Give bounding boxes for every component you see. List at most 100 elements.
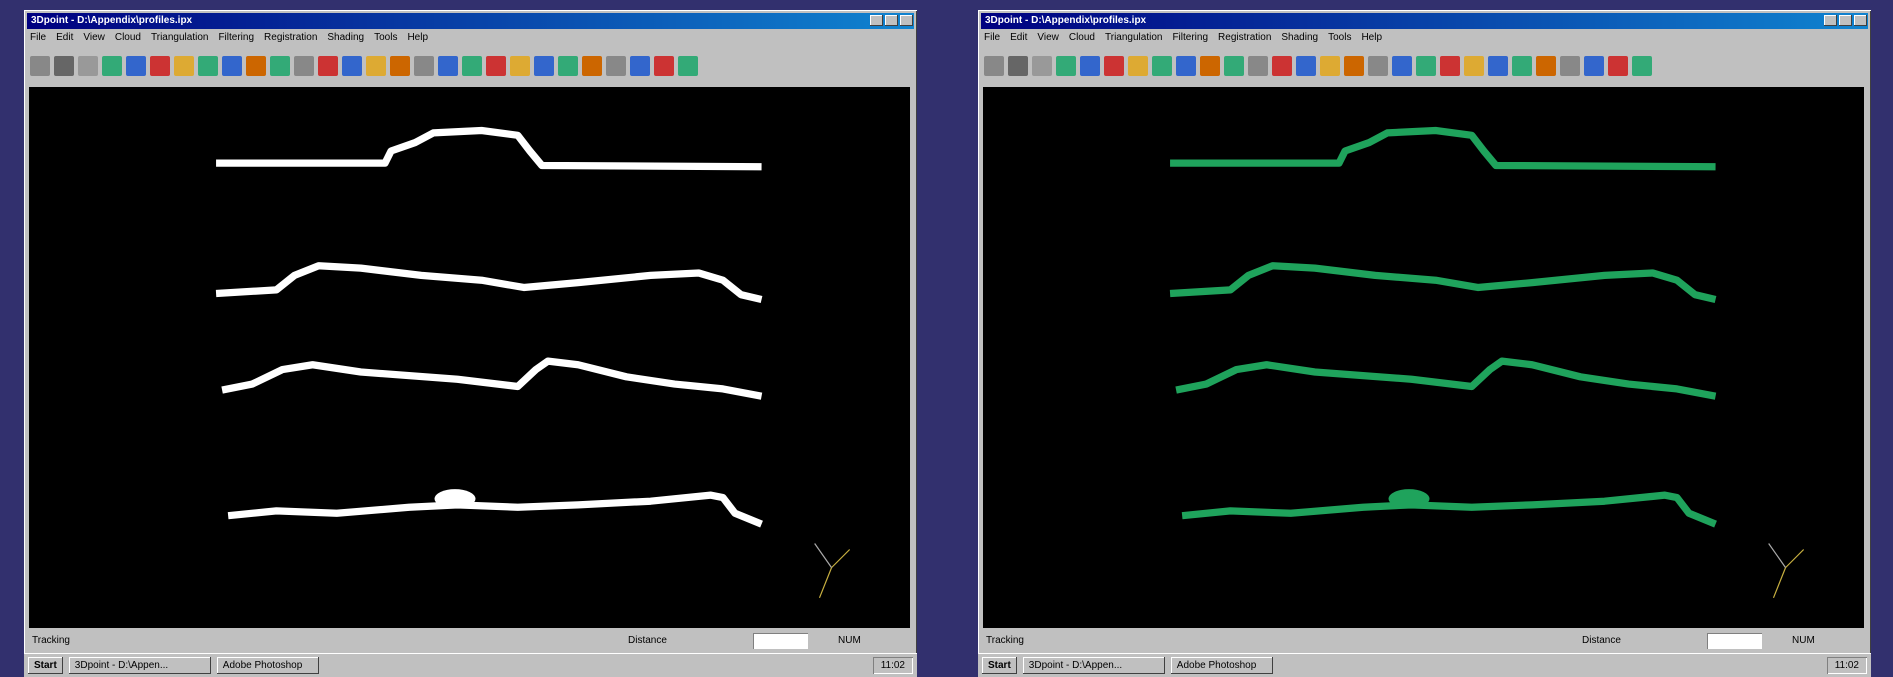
tool-button[interactable] [606, 56, 626, 76]
minimize-button[interactable] [1824, 15, 1837, 26]
menu-item[interactable]: Filtering [218, 32, 255, 43]
menu-item[interactable]: Cloud [114, 32, 141, 43]
tool-button[interactable] [1200, 56, 1220, 76]
tool-button[interactable] [246, 56, 266, 76]
close-button[interactable] [900, 15, 913, 26]
tool-button[interactable] [654, 56, 674, 76]
menu-item[interactable]: Filtering [1172, 32, 1209, 43]
task-button[interactable]: Adobe Photoshop [217, 657, 319, 674]
tool-button[interactable] [438, 56, 458, 76]
menu-item[interactable]: View [83, 32, 105, 43]
tool-button[interactable] [630, 56, 650, 76]
tool-button[interactable] [78, 56, 98, 76]
menu-item[interactable]: Triangulation [1105, 32, 1163, 43]
menu-item[interactable]: File [984, 32, 1001, 43]
tool-button[interactable] [1032, 56, 1052, 76]
menu-item[interactable]: Edit [56, 32, 74, 43]
tool-button[interactable] [984, 56, 1004, 76]
tool-button[interactable] [222, 56, 242, 76]
menu-item[interactable]: File [30, 32, 47, 43]
tool-button[interactable] [126, 56, 146, 76]
menu-item[interactable]: Cloud [1068, 32, 1095, 43]
profile [227, 491, 763, 528]
tool-button[interactable] [462, 56, 482, 76]
tool-button[interactable] [1224, 56, 1244, 76]
tool-button[interactable] [1560, 56, 1580, 76]
close-button[interactable] [1854, 15, 1867, 26]
start-button[interactable]: Start [982, 657, 1017, 674]
tool-button[interactable] [318, 56, 338, 76]
menu-item[interactable]: Edit [1010, 32, 1028, 43]
task-button[interactable]: 3Dpoint - D:\Appen... [1023, 657, 1165, 674]
menu-item[interactable]: Triangulation [151, 32, 209, 43]
tool-button[interactable] [1152, 56, 1172, 76]
tool-button[interactable] [1416, 56, 1436, 76]
tool-button[interactable] [54, 56, 74, 76]
task-button[interactable]: 3Dpoint - D:\Appen... [69, 657, 211, 674]
tool-button[interactable] [414, 56, 434, 76]
tool-button[interactable] [1464, 56, 1484, 76]
tool-button[interactable] [1008, 56, 1028, 76]
tool-button[interactable] [1488, 56, 1508, 76]
tool-button[interactable] [174, 56, 194, 76]
tool-button[interactable] [1392, 56, 1412, 76]
tool-button[interactable] [1320, 56, 1340, 76]
tool-button[interactable] [1128, 56, 1148, 76]
maximize-button[interactable] [1839, 15, 1852, 26]
tool-button[interactable] [1512, 56, 1532, 76]
tool-button[interactable] [270, 56, 290, 76]
tool-button[interactable] [1080, 56, 1100, 76]
tool-button[interactable] [582, 56, 602, 76]
tool-button[interactable] [1248, 56, 1268, 76]
profile-view [1169, 126, 1805, 599]
tool-button[interactable] [678, 56, 698, 76]
tool-button[interactable] [150, 56, 170, 76]
tool-button[interactable] [1344, 56, 1364, 76]
clock: 11:02 [1827, 657, 1867, 674]
viewport [29, 87, 910, 628]
clock: 11:02 [873, 657, 913, 674]
maximize-button[interactable] [885, 15, 898, 26]
tool-button[interactable] [1440, 56, 1460, 76]
tool-button[interactable] [102, 56, 122, 76]
menu-item[interactable]: Help [407, 32, 429, 43]
tool-button[interactable] [1608, 56, 1628, 76]
tool-button[interactable] [1536, 56, 1556, 76]
minimize-button[interactable] [870, 15, 883, 26]
tool-button[interactable] [1056, 56, 1076, 76]
tool-button[interactable] [1296, 56, 1316, 76]
profile-blob [434, 489, 476, 509]
menu-item[interactable]: Tools [374, 32, 398, 43]
menu-item[interactable]: Shading [1281, 32, 1319, 43]
taskbar: Start 3Dpoint - D:\Appen... Adobe Photosho… [24, 653, 917, 677]
tool-button[interactable] [366, 56, 386, 76]
axis-y [818, 567, 833, 599]
menu-item[interactable]: Help [1361, 32, 1383, 43]
tool-button[interactable] [390, 56, 410, 76]
tool-button[interactable] [1176, 56, 1196, 76]
start-button[interactable]: Start [28, 657, 63, 674]
tool-button[interactable] [1584, 56, 1604, 76]
tool-button[interactable] [1104, 56, 1124, 76]
tool-button[interactable] [486, 56, 506, 76]
tool-button[interactable] [510, 56, 530, 76]
tool-button[interactable] [1632, 56, 1652, 76]
menu-item[interactable]: View [1037, 32, 1059, 43]
tool-button[interactable] [294, 56, 314, 76]
tool-button[interactable] [1368, 56, 1388, 76]
menu-item[interactable]: Shading [327, 32, 365, 43]
tool-button[interactable] [534, 56, 554, 76]
menu-item[interactable]: Registration [1218, 32, 1272, 43]
tool-button[interactable] [558, 56, 578, 76]
status-mid: Distance [628, 635, 667, 646]
toolbar [984, 50, 1865, 82]
tool-button[interactable] [30, 56, 50, 76]
status-num: NUM [1792, 635, 1815, 646]
tool-button[interactable] [198, 56, 218, 76]
task-button[interactable]: Adobe Photoshop [1171, 657, 1273, 674]
tool-button[interactable] [1272, 56, 1292, 76]
tool-button[interactable] [342, 56, 362, 76]
menu-item[interactable]: Tools [1328, 32, 1352, 43]
title-bar: 3Dpoint - D:\Appendix\profiles.ipx [981, 13, 1868, 29]
menu-item[interactable]: Registration [264, 32, 318, 43]
